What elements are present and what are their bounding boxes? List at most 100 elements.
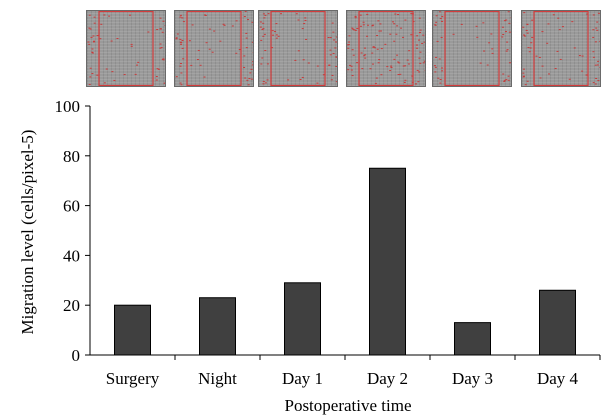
cell-mark <box>568 78 571 80</box>
cell-mark <box>535 55 538 57</box>
cell-mark <box>93 22 96 24</box>
cell-mark <box>351 49 354 51</box>
x-tick-label: Day 3 <box>452 369 493 388</box>
cell-mark <box>248 78 251 80</box>
cell-mark <box>503 20 506 22</box>
micrograph-overlay <box>259 11 337 86</box>
cell-mark <box>416 47 419 49</box>
cell-mark <box>393 23 396 25</box>
cell-mark <box>594 41 597 43</box>
cell-mark <box>262 28 265 30</box>
x-tick-label: Day 1 <box>282 369 323 388</box>
cell-mark <box>529 47 532 49</box>
cell-mark <box>250 78 253 80</box>
cell-mark <box>294 59 297 61</box>
cell-mark <box>395 33 398 35</box>
cell-mark <box>440 36 443 38</box>
cell-mark <box>393 58 396 60</box>
cell-mark <box>351 27 354 29</box>
cell-mark <box>599 40 600 42</box>
cell-mark <box>302 59 305 61</box>
cell-mark <box>274 30 277 32</box>
cell-mark <box>349 64 352 66</box>
cell-mark <box>332 52 335 54</box>
cell-mark <box>475 25 478 27</box>
cell-mark <box>347 44 350 46</box>
cell-mark <box>333 39 336 41</box>
cell-mark <box>364 54 367 56</box>
cell-mark <box>439 82 442 84</box>
cell-mark <box>247 19 250 21</box>
bar <box>454 322 491 356</box>
bar <box>199 297 236 356</box>
cell-mark <box>389 70 392 72</box>
cell-mark <box>374 82 377 84</box>
cell-mark <box>204 14 207 16</box>
cell-mark <box>252 61 253 63</box>
cell-mark <box>439 79 442 81</box>
cell-mark <box>156 68 159 70</box>
cell-mark <box>507 79 510 81</box>
cell-mark <box>335 56 337 58</box>
x-tick-label: Day 2 <box>367 369 408 388</box>
y-axis-title: Migration level (cells/pixel-5) <box>18 130 37 335</box>
cell-mark <box>262 81 265 83</box>
cell-mark <box>328 64 331 66</box>
cell-mark <box>441 16 444 18</box>
cell-mark <box>376 35 379 37</box>
cell-mark <box>547 73 550 75</box>
cell-mark <box>538 56 541 58</box>
cell-mark <box>181 39 184 41</box>
cell-mark <box>488 42 491 44</box>
cell-mark <box>398 62 401 64</box>
cell-mark <box>433 65 436 67</box>
cell-mark <box>375 77 378 79</box>
cell-mark <box>362 21 365 23</box>
cell-mark <box>366 35 369 37</box>
cell-mark <box>307 62 310 64</box>
cell-mark <box>91 48 94 50</box>
cell-mark <box>159 43 162 45</box>
cell-mark <box>287 79 290 81</box>
cell-mark <box>503 80 506 82</box>
plot-area: 0 20 40 60 80 100 Surgery Night Day 1 Day 2 Day 3 D… <box>55 97 601 388</box>
cell-mark <box>418 39 421 41</box>
cell-mark <box>372 46 375 48</box>
cell-mark <box>523 35 526 37</box>
cell-mark <box>422 62 425 64</box>
cell-mark <box>219 40 222 42</box>
cell-mark <box>245 47 248 49</box>
day2-micrograph <box>346 10 426 87</box>
cell-mark <box>264 82 267 84</box>
y-tick-label: 40 <box>63 246 80 265</box>
cell-mark <box>393 40 396 42</box>
bar-chart: 0 20 40 60 80 100 Surgery Night Day 1 Day 2 Day 3 D… <box>18 97 601 415</box>
cell-mark <box>408 50 411 52</box>
cell-mark <box>205 42 208 44</box>
cell-mark <box>235 20 238 22</box>
cell-mark <box>243 55 246 57</box>
cell-mark <box>175 38 178 40</box>
cell-mark <box>89 67 92 69</box>
cell-mark <box>301 76 304 78</box>
cell-mark <box>179 41 182 43</box>
cell-mark <box>361 68 364 70</box>
cell-mark <box>316 65 319 67</box>
cell-mark <box>329 54 332 56</box>
cell-mark <box>350 69 353 71</box>
cell-mark <box>196 59 199 61</box>
cell-mark <box>261 29 264 31</box>
cell-mark <box>356 62 359 64</box>
cell-mark <box>422 34 425 36</box>
cell-mark <box>259 26 262 28</box>
y-tick-label: 20 <box>63 296 80 315</box>
cell-mark <box>251 41 253 43</box>
cell-mark <box>595 27 598 29</box>
cell-mark <box>546 42 549 44</box>
cell-mark <box>335 41 337 43</box>
cell-mark <box>364 57 367 59</box>
cell-mark <box>179 38 182 40</box>
cell-mark <box>96 74 99 76</box>
cell-mark <box>331 74 334 76</box>
cell-mark <box>410 34 413 36</box>
